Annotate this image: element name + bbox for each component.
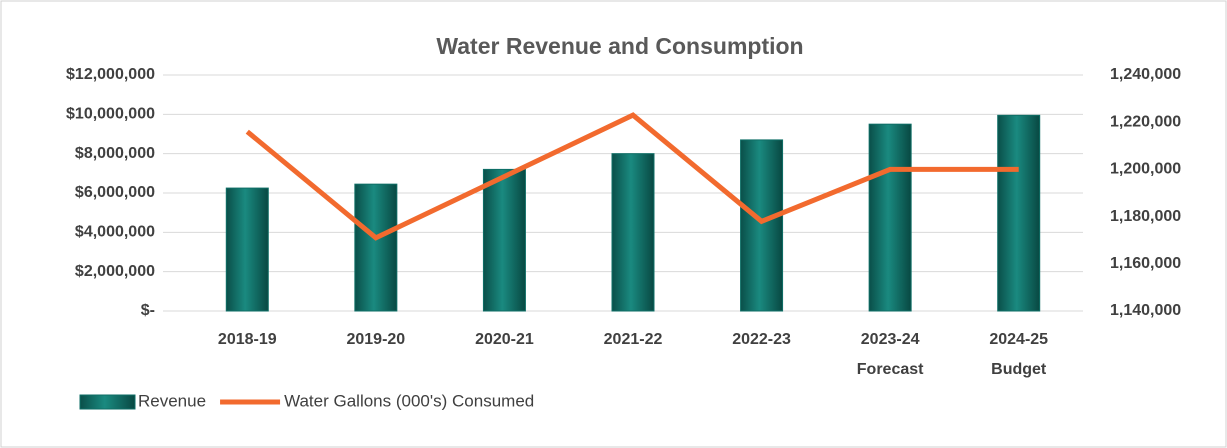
legend-label: Water Gallons (000's) Consumed — [284, 391, 534, 410]
x-tick-label: 2024-25 — [989, 331, 1048, 348]
chart-title: Water Revenue and Consumption — [436, 33, 803, 59]
y-tick-label: $2,000,000 — [75, 263, 155, 280]
y-tick-label: $10,000,000 — [66, 106, 155, 123]
x-tick-label: Budget — [991, 361, 1047, 378]
y-tick-label: $6,000,000 — [75, 184, 155, 201]
line — [245, 112, 1019, 241]
bar — [611, 153, 655, 312]
y2-tick-label: 1,240,000 — [1110, 66, 1181, 83]
x-tick-label: 2021-22 — [604, 331, 663, 348]
x-tick-label: Forecast — [857, 361, 924, 378]
bar — [997, 114, 1041, 312]
bar — [225, 187, 269, 312]
y-tick-label: $- — [141, 302, 155, 319]
y-tick-label: $12,000,000 — [66, 66, 155, 83]
y2-tick-label: 1,200,000 — [1110, 161, 1181, 178]
x-tick-label: 2018-19 — [218, 331, 277, 348]
x-tick-label: 2023-24 — [861, 331, 920, 348]
legend-swatch — [79, 394, 136, 410]
y2-tick-label: 1,160,000 — [1110, 255, 1181, 272]
y-tick-label: $8,000,000 — [75, 145, 155, 162]
bar — [740, 139, 784, 312]
bar — [868, 123, 912, 312]
x-tick-label: 2022-23 — [732, 331, 791, 348]
y2-tick-label: 1,220,000 — [1110, 113, 1181, 130]
legend-label: Revenue — [138, 391, 206, 410]
bar — [354, 183, 398, 312]
y2-tick-label: 1,140,000 — [1110, 302, 1181, 319]
y2-tick-label: 1,180,000 — [1110, 208, 1181, 225]
y-tick-label: $4,000,000 — [75, 224, 155, 241]
x-tick-label: 2020-21 — [475, 331, 534, 348]
x-tick-label: 2019-20 — [346, 331, 405, 348]
bar — [482, 168, 526, 312]
